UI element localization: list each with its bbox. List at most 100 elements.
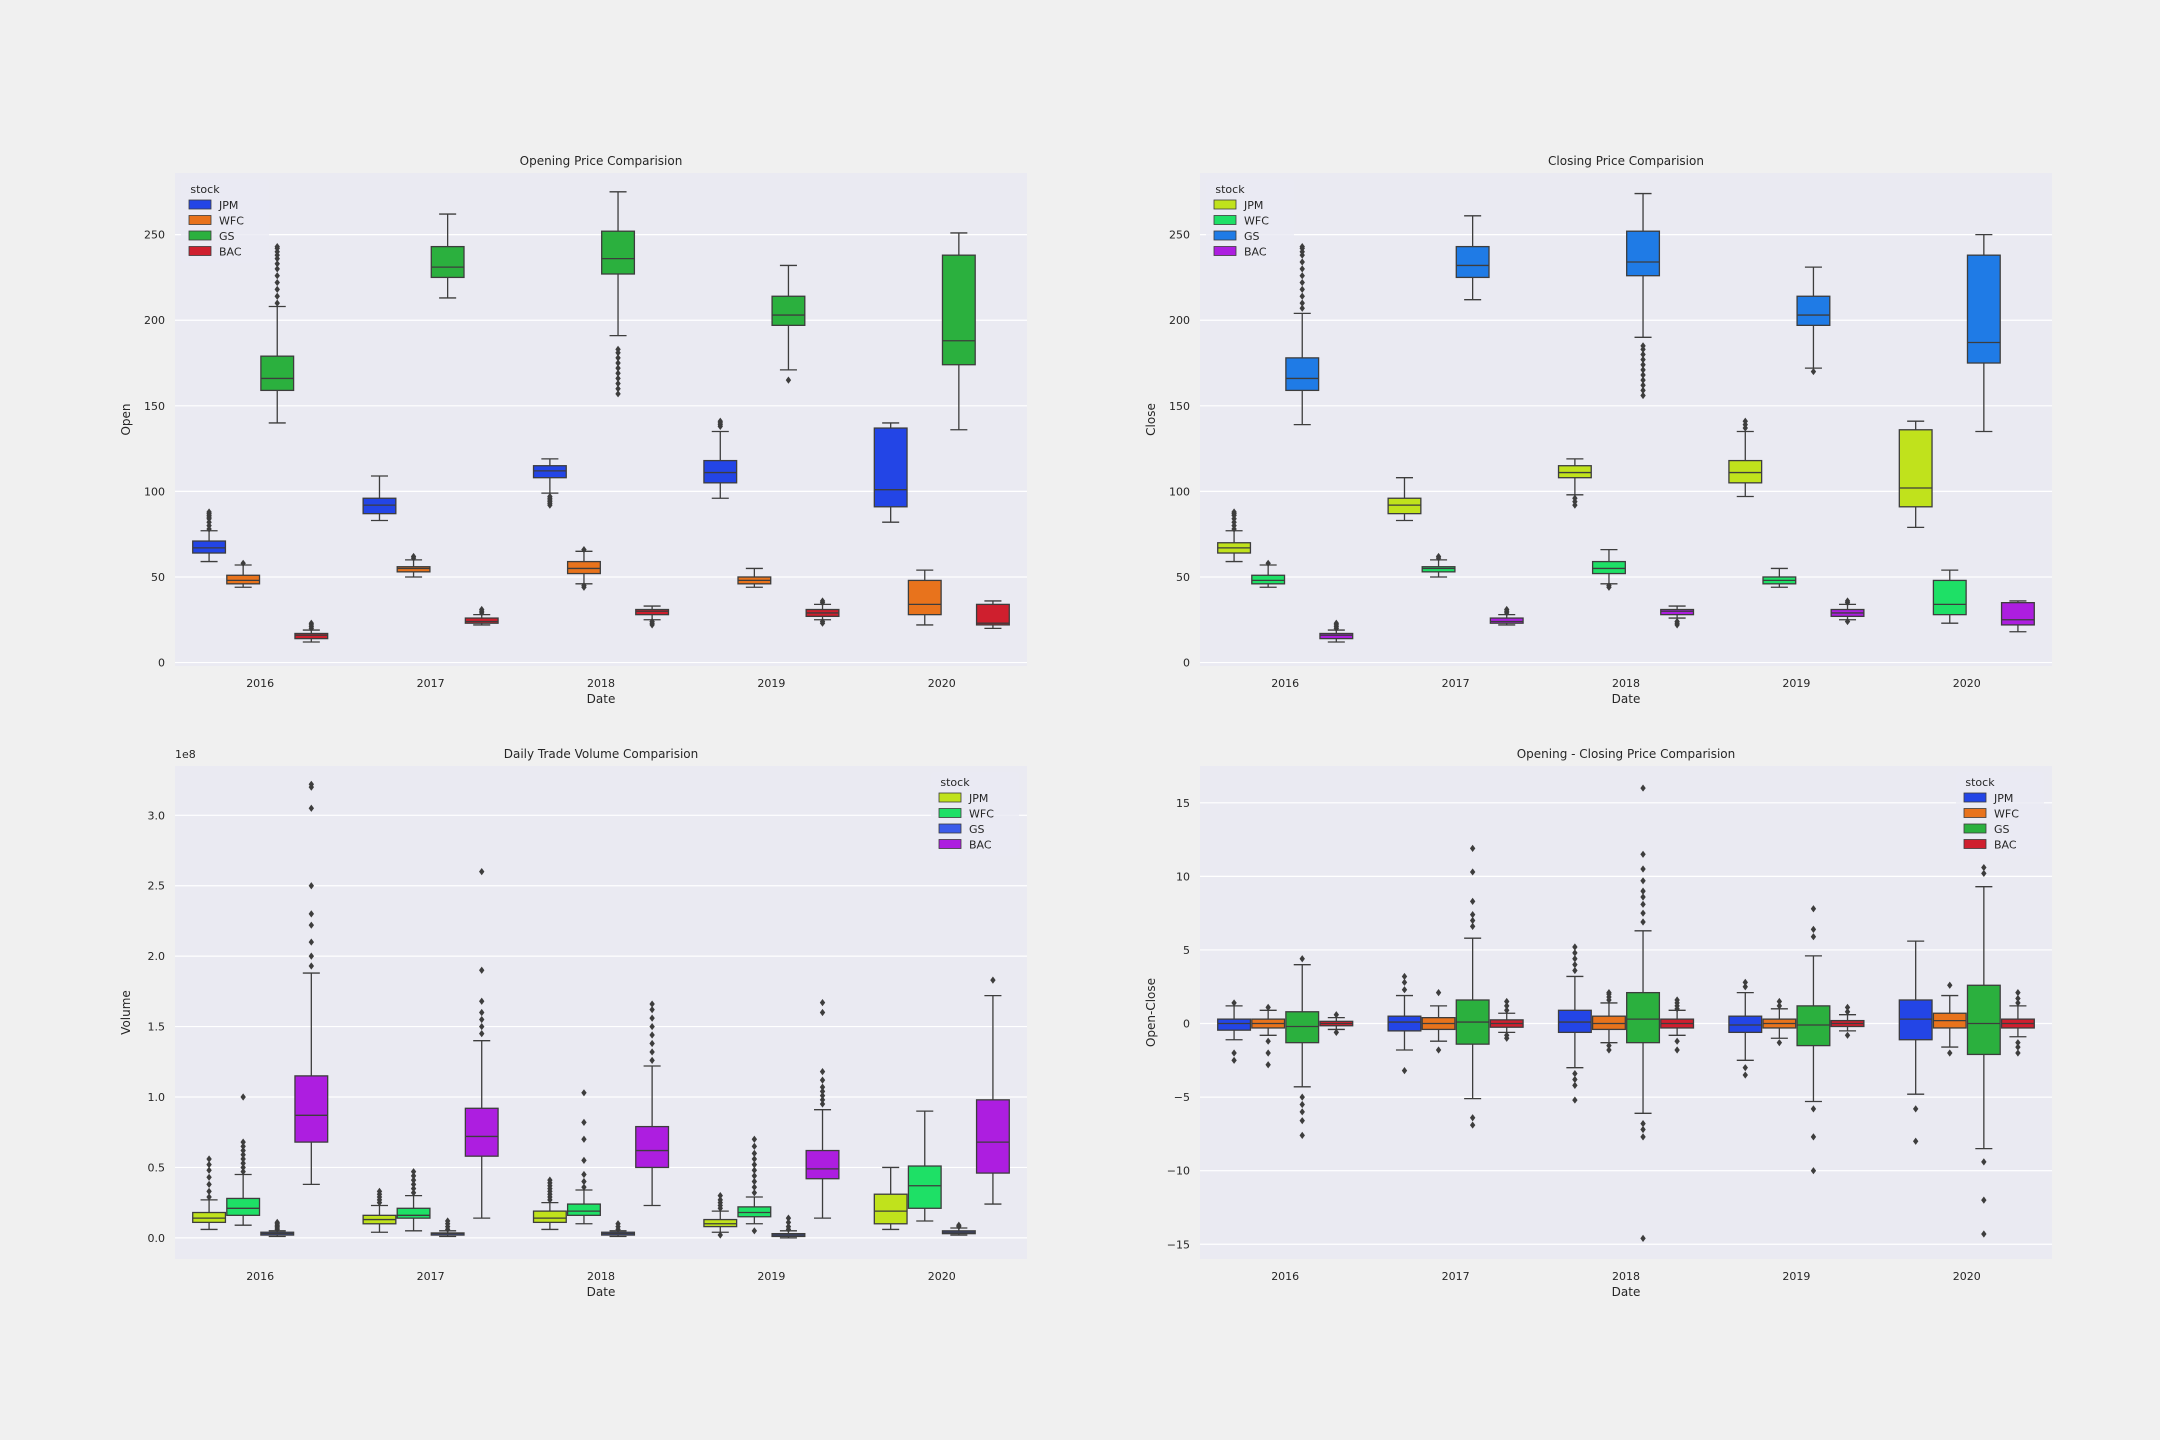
outlier-point	[206, 1173, 212, 1181]
iqr-box	[907, 1165, 942, 1209]
outlier-point	[1640, 342, 1646, 350]
y-tick-label: −5	[1174, 1091, 1190, 1104]
outlier-point	[308, 780, 315, 788]
iqr-box	[907, 579, 942, 616]
outlier-point	[1299, 272, 1305, 280]
outlier-point	[1606, 1046, 1612, 1054]
outlier-point	[1947, 1049, 1953, 1057]
outlier-point	[1299, 1093, 1305, 1101]
iqr-box	[1728, 1015, 1763, 1034]
chart-title: Opening - Closing Price Comparision	[1517, 747, 1736, 761]
y-tick-label: 0.5	[148, 1161, 166, 1174]
x-axis-label: Date	[1612, 1285, 1641, 1299]
outlier-point	[206, 1187, 212, 1195]
outlier-point	[479, 1022, 485, 1031]
outlier-point	[1299, 243, 1305, 251]
outlier-point	[1844, 597, 1851, 605]
box-jpm-2018	[532, 1176, 567, 1231]
box-wfc-2018	[1591, 548, 1626, 591]
outlier-point	[751, 1183, 758, 1191]
box-bac-2018	[635, 605, 670, 629]
iqr-box	[635, 1125, 670, 1169]
x-tick-label: 2018	[1612, 1270, 1640, 1283]
legend-title: stock	[1965, 776, 1995, 789]
x-tick-label: 2017	[417, 677, 445, 690]
outlier-point	[1469, 844, 1476, 853]
x-axis-label: Date	[587, 1285, 616, 1299]
box-jpm-2020	[1898, 940, 1933, 1145]
outlier-point	[1810, 933, 1817, 941]
outlier-point	[1333, 1011, 1340, 1019]
box-gs-2019	[1796, 266, 1831, 376]
box-gs-2019	[1796, 905, 1831, 1175]
legend-swatch	[938, 792, 962, 803]
axis-exponent: 1e8	[175, 748, 196, 761]
outlier-point	[581, 1170, 587, 1179]
outlier-point	[717, 1231, 723, 1239]
iqr-box	[1591, 1015, 1626, 1031]
x-tick-label: 2020	[928, 1270, 956, 1283]
outlier-point	[1469, 868, 1476, 876]
box-gs-2019	[771, 264, 806, 384]
legend: stock JPM WFC GS BAC	[1206, 179, 1294, 263]
x-tick-label: 2018	[1612, 677, 1640, 690]
outlier-point	[308, 952, 315, 960]
x-tick-label: 2020	[1953, 677, 1981, 690]
legend-swatch	[1963, 808, 1987, 818]
outlier-point	[274, 285, 280, 294]
iqr-box	[396, 566, 431, 573]
outlier-point	[1299, 285, 1305, 294]
legend-entry: GS	[219, 230, 235, 243]
box-bac-2020	[975, 976, 1010, 1205]
iqr-box	[1966, 984, 2001, 1056]
outlier-point	[581, 1177, 587, 1186]
outlier-point	[1333, 619, 1340, 627]
outlier-point	[1674, 617, 1680, 626]
x-tick-label: 2019	[1782, 1270, 1810, 1283]
x-tick-label: 2017	[417, 1270, 445, 1283]
outlier-point	[615, 364, 621, 372]
iqr-box	[226, 574, 261, 585]
box-jpm-2017	[362, 475, 397, 522]
outlier-point	[751, 1135, 758, 1143]
outlier-point	[1640, 784, 1646, 792]
outlier-point	[649, 1000, 655, 1008]
iqr-box	[192, 1211, 227, 1224]
y-tick-label: 50	[1176, 571, 1190, 584]
outlier-point	[1265, 1049, 1271, 1057]
outlier-point	[1674, 1037, 1680, 1045]
outlier-point	[1640, 850, 1646, 858]
box-bac-2019	[1830, 1003, 1865, 1039]
legend-entry: GS	[1244, 230, 1260, 243]
outlier-point	[240, 1168, 246, 1176]
outlier-point	[1299, 299, 1305, 307]
y-tick-label: 1.0	[148, 1091, 166, 1104]
outlier-point	[1981, 1196, 1987, 1204]
outlier-point	[819, 1092, 826, 1100]
box-jpm-2020	[1898, 420, 1933, 528]
outlier-point	[308, 910, 315, 918]
box-gs-2017	[1455, 844, 1490, 1129]
outlier-point	[819, 597, 826, 605]
y-tick-label: −10	[1167, 1165, 1190, 1178]
iqr-box	[1898, 999, 1933, 1041]
outlier-point	[1640, 386, 1646, 394]
outlier-point	[1606, 581, 1612, 590]
outlier-point	[274, 260, 280, 268]
outlier-point	[1299, 265, 1305, 273]
outlier-point	[2015, 1049, 2021, 1057]
iqr-box	[975, 603, 1010, 626]
outlier-point	[1844, 1008, 1851, 1016]
y-axis-label: Open	[119, 403, 133, 435]
outlier-point	[1265, 1037, 1271, 1045]
plot-area	[175, 766, 1027, 1259]
outlier-point	[1469, 1121, 1476, 1129]
legend-swatch	[1963, 823, 1987, 834]
x-tick-label: 2018	[587, 677, 615, 690]
outlier-point	[2015, 1039, 2021, 1047]
outlier-point	[1469, 911, 1476, 919]
iqr-box	[1285, 357, 1320, 392]
iqr-box	[430, 245, 465, 279]
outlier-point	[410, 1184, 417, 1193]
outlier-point	[1674, 1046, 1680, 1054]
